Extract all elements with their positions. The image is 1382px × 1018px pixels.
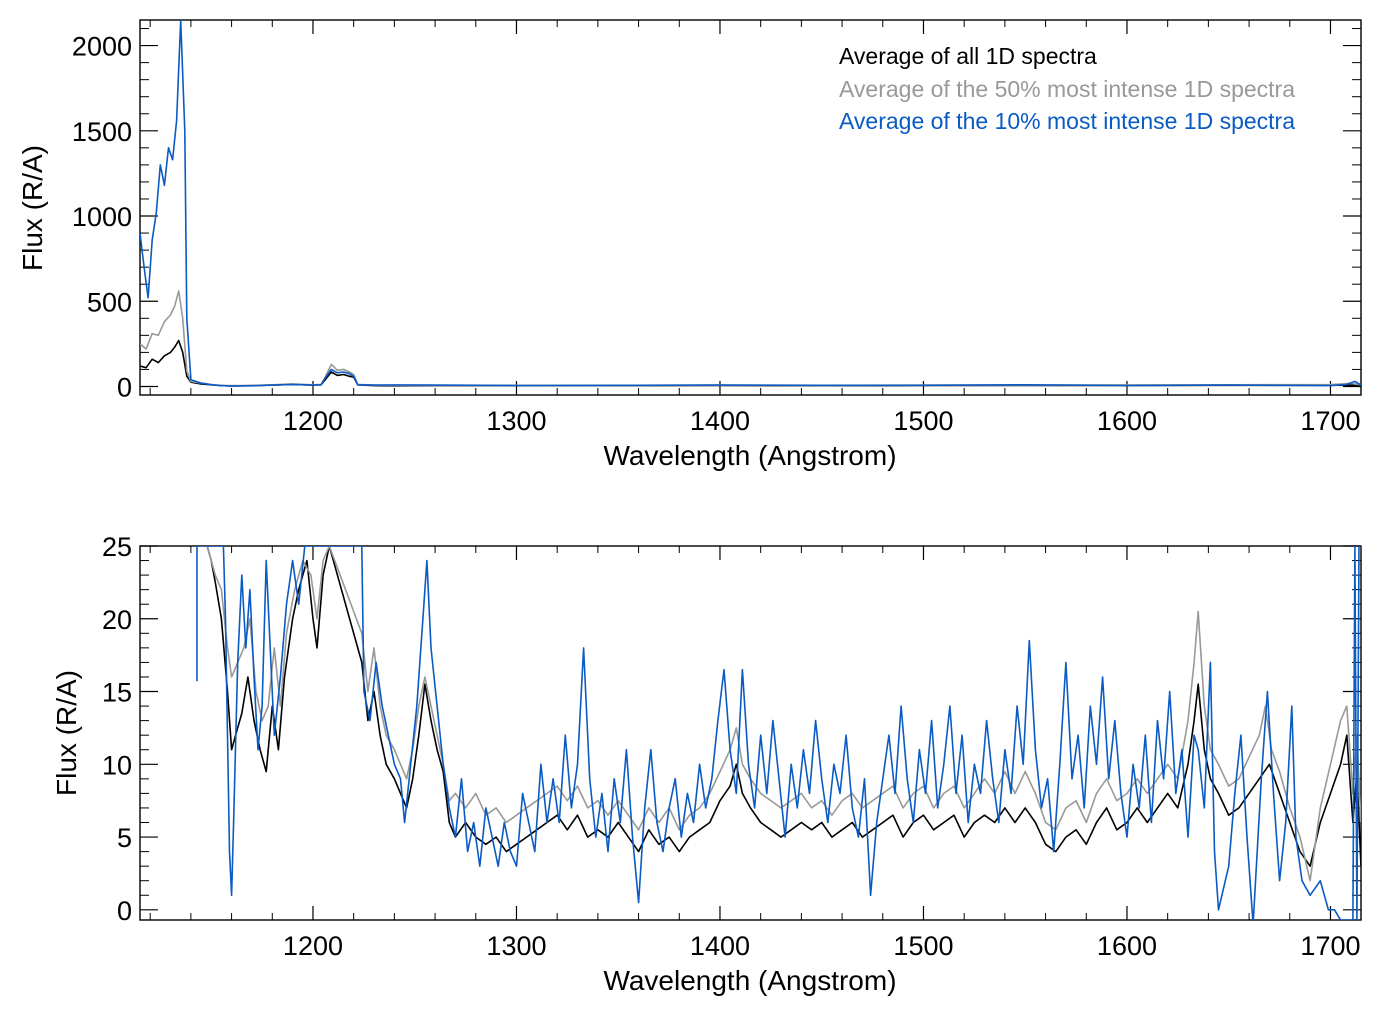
bottom-y-tick-label: 20: [102, 605, 132, 635]
legend-entry-50pct: Average of the 50% most intense 1D spect…: [839, 76, 1295, 102]
bottom-x-tick-label: 1400: [690, 931, 750, 961]
top-x-tick-label: 1200: [283, 406, 343, 436]
top-axis-ticks: 1200 1300 1400 1500 1600 1700 0 500 1000 1500 2000: [72, 20, 1361, 436]
bottom-y-tick-label: 15: [102, 678, 132, 708]
bottom-y-axis-title: Flux (R/A): [51, 670, 82, 796]
top-x-tick-label: 1600: [1097, 406, 1157, 436]
bottom-y-tick-label: 5: [117, 823, 132, 853]
top-y-tick-label: 0: [117, 372, 132, 402]
bottom-x-tick-label: 1200: [283, 931, 343, 961]
bottom-y-tick-label: 25: [102, 532, 132, 562]
legend: Average of all 1D spectra Average of the…: [839, 43, 1295, 134]
top-series-50pct-intense: [140, 290, 1361, 387]
top-y-axis-title: Flux (R/A): [17, 145, 48, 271]
top-y-tick-label: 2000: [72, 32, 132, 62]
top-y-tick-label: 1000: [72, 202, 132, 232]
top-x-tick-label: 1400: [690, 406, 750, 436]
top-y-tick-label: 500: [87, 287, 132, 317]
bottom-x-tick-label: 1500: [893, 931, 953, 961]
bottom-y-tick-label: 10: [102, 750, 132, 780]
top-x-tick-label: 1500: [893, 406, 953, 436]
bottom-y-tick-label: 0: [117, 896, 132, 926]
bottom-plot-frame: [139, 545, 1362, 921]
top-y-tick-label: 1500: [72, 117, 132, 147]
bottom-x-axis-title: Wavelength (Angstrom): [603, 965, 896, 996]
legend-entry-all: Average of all 1D spectra: [839, 43, 1097, 69]
bottom-x-tick-label: 1700: [1300, 931, 1360, 961]
bottom-series-10pct-intense: [196, 546, 1361, 920]
top-x-tick-label: 1300: [486, 406, 546, 436]
bottom-series-all-spectra: [206, 546, 1361, 868]
top-x-axis-title: Wavelength (Angstrom): [603, 440, 896, 471]
bottom-x-tick-label: 1600: [1097, 931, 1157, 961]
top-plot-frame: [139, 19, 1362, 396]
top-x-tick-label: 1700: [1300, 406, 1360, 436]
bottom-series-group: [196, 546, 1361, 920]
top-panel: 1200 1300 1400 1500 1600 1700 0 500 1000 1500 2000…: [17, 19, 1362, 471]
top-series-group: [140, 20, 1361, 387]
bottom-x-tick-label: 1300: [486, 931, 546, 961]
bottom-panel: 1200 1300 1400 1500 1600 1700 0 5 10 15 20 25 Wavel…: [51, 532, 1362, 996]
top-series-10pct-intense: [140, 20, 1361, 387]
legend-entry-10pct: Average of the 10% most intense 1D spect…: [839, 108, 1295, 134]
